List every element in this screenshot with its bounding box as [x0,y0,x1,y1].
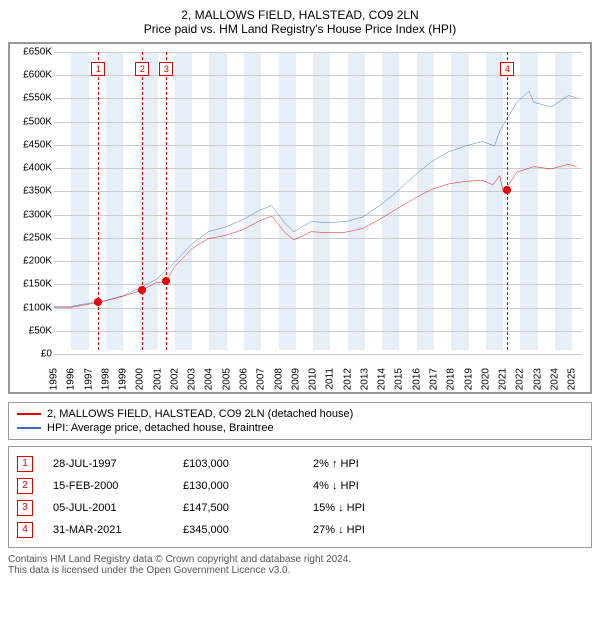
table-row: 1 28-JUL-1997 £103,000 2% ↑ HPI [17,453,583,475]
x-axis-label: 2001 [152,368,163,390]
x-axis-label: 2020 [480,368,491,390]
arrow-up-icon: ↑ [332,458,338,470]
chart-frame: 1 23 4 £0 £50K £100K £150K £200K £250K £300K £350… [8,42,592,394]
marker-dot [94,298,102,306]
x-axis-label: 2000 [135,368,146,390]
x-axis-label: 2004 [204,368,215,390]
table-row: 3 05-JUL-2001 £147,500 15% ↓ HPI [17,497,583,519]
data-table: 1 28-JUL-1997 £103,000 2% ↑ HPI 2 15-FEB-2000… [8,446,592,548]
legend-label-blue: HPI: Average price, detached house, Brai… [47,422,274,434]
x-axis-label: 2022 [515,368,526,390]
y-axis-label: £200K [12,256,52,267]
x-axis-label: 2009 [290,368,301,390]
x-axis-label: 2006 [239,368,250,390]
legend-label-red: 2, MALLOWS FIELD, HALSTEAD, CO9 2LN (det… [47,408,353,420]
x-axis-label: 2018 [446,368,457,390]
row-price: £130,000 [183,480,303,492]
row-num-box: 4 [17,522,33,538]
x-axis-label: 2024 [549,368,560,390]
footer-line-1: Contains HM Land Registry data © Crown c… [8,554,592,565]
legend-row-blue: HPI: Average price, detached house, Brai… [17,421,583,435]
marker-box: 3 [159,62,173,76]
x-axis-label: 1995 [49,368,60,390]
marker-dot [162,277,170,285]
footer-line-2: This data is licensed under the Open Gov… [8,565,592,576]
chart-title-1: 2, MALLOWS FIELD, HALSTEAD, CO9 2LN [8,8,592,22]
x-axis-label: 1999 [118,368,129,390]
x-axis-label: 2021 [498,368,509,390]
series-svg [54,52,582,350]
row-pct: 4% ↓ HPI [313,480,443,492]
row-price: £345,000 [183,524,303,536]
y-axis-label: £550K [12,93,52,104]
row-num-box: 2 [17,478,33,494]
arrow-down-icon: ↓ [332,480,338,492]
x-axis-label: 1998 [100,368,111,390]
x-axis-label: 2010 [308,368,319,390]
row-pct: 2% ↑ HPI [313,458,443,470]
row-date: 15-FEB-2000 [53,480,173,492]
marker-vline [166,52,167,350]
legend-row-red: 2, MALLOWS FIELD, HALSTEAD, CO9 2LN (det… [17,407,583,421]
x-axis-label: 1996 [66,368,77,390]
row-price: £103,000 [183,458,303,470]
legend-swatch-blue [17,427,41,429]
marker-box: 2 [135,62,149,76]
arrow-down-icon: ↓ [338,502,344,514]
y-axis-label: £450K [12,139,52,150]
series-blue-line [54,91,577,306]
x-axis-label: 1997 [83,368,94,390]
x-axis-label: 2011 [325,368,336,390]
row-date: 05-JUL-2001 [53,502,173,514]
y-axis-label: £400K [12,163,52,174]
x-axis-label: 2016 [411,368,422,390]
gridline-h [54,354,582,355]
marker-dot [503,186,511,194]
y-axis-label: £150K [12,279,52,290]
y-axis-label: £600K [12,70,52,81]
y-axis-label: £350K [12,186,52,197]
series-red-line [54,164,577,307]
y-axis-label: £100K [12,302,52,313]
table-row: 2 15-FEB-2000 £130,000 4% ↓ HPI [17,475,583,497]
y-axis-label: £250K [12,232,52,243]
footer-text: Contains HM Land Registry data © Crown c… [8,554,592,576]
marker-vline [142,52,143,350]
row-date: 28-JUL-1997 [53,458,173,470]
legend-swatch-red [17,413,41,415]
x-axis-label: 2005 [221,368,232,390]
x-axis-label: 2008 [273,368,284,390]
y-axis-label: £300K [12,209,52,220]
x-axis-label: 2003 [187,368,198,390]
x-axis-label: 2025 [567,368,578,390]
legend-box: 2, MALLOWS FIELD, HALSTEAD, CO9 2LN (det… [8,402,592,440]
marker-dot [138,286,146,294]
arrow-down-icon: ↓ [338,524,344,536]
row-date: 31-MAR-2021 [53,524,173,536]
row-num-box: 1 [17,456,33,472]
x-axis-label: 2013 [359,368,370,390]
row-price: £147,500 [183,502,303,514]
row-pct: 27% ↓ HPI [313,524,443,536]
table-row: 4 31-MAR-2021 £345,000 27% ↓ HPI [17,519,583,541]
x-axis-label: 2019 [463,368,474,390]
x-axis-label: 2023 [532,368,543,390]
plot-area: 1 23 4 [54,52,582,350]
x-axis-label: 2014 [377,368,388,390]
x-axis-label: 2007 [256,368,267,390]
y-axis-label: £0 [12,349,52,360]
row-pct: 15% ↓ HPI [313,502,443,514]
row-num-box: 3 [17,500,33,516]
x-axis-label: 2017 [429,368,440,390]
marker-box: 4 [500,62,514,76]
chart-title-2: Price paid vs. HM Land Registry's House … [8,22,592,36]
marker-vline [507,52,508,350]
y-axis-label: £650K [12,47,52,58]
x-axis-label: 2015 [394,368,405,390]
x-axis-label: 2002 [169,368,180,390]
y-axis-label: £50K [12,325,52,336]
marker-box: 1 [91,62,105,76]
y-axis-label: £500K [12,116,52,127]
x-axis-label: 2012 [342,368,353,390]
